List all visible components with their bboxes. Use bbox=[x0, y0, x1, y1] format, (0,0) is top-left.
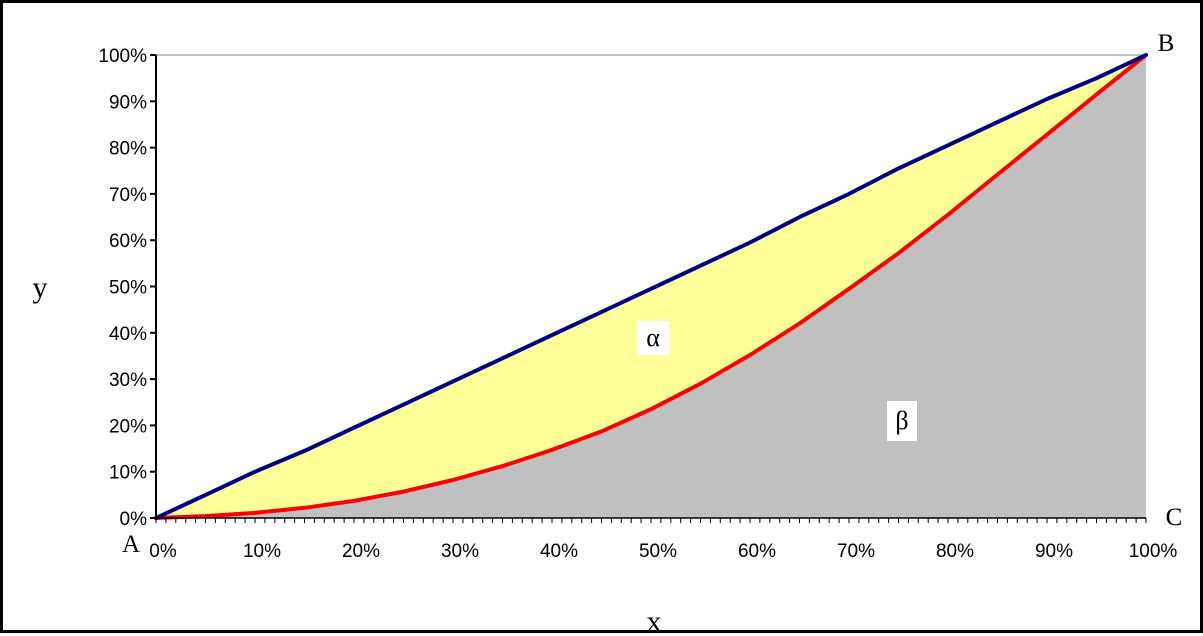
y-tick-label: 10% bbox=[109, 463, 147, 484]
y-tick-label: 30% bbox=[109, 370, 147, 391]
x-tick-label: 90% bbox=[1035, 541, 1073, 562]
corner-label-b: B bbox=[1158, 30, 1175, 57]
y-tick-label: 80% bbox=[109, 139, 147, 160]
alpha-region bbox=[156, 55, 1146, 518]
y-tick-label: 60% bbox=[109, 231, 147, 252]
corner-label-a: A bbox=[122, 531, 140, 558]
x-tick-label: 70% bbox=[837, 541, 875, 562]
beta-area-label: β bbox=[895, 406, 908, 435]
y-tick-label: 50% bbox=[109, 278, 147, 299]
x-axis-title: x bbox=[647, 605, 662, 636]
corner-label-c: C bbox=[1166, 504, 1183, 531]
alpha-label-box bbox=[637, 321, 669, 355]
y-tick-label: 40% bbox=[109, 324, 147, 345]
alpha-area-label: α bbox=[646, 323, 660, 352]
y-tick-label: 0% bbox=[120, 509, 148, 530]
x-tick-label: 100% bbox=[1129, 541, 1178, 562]
y-tick-label: 70% bbox=[109, 185, 147, 206]
x-tick-label: 0% bbox=[149, 541, 177, 562]
x-tick-label: 80% bbox=[936, 541, 974, 562]
y-tick-label: 20% bbox=[109, 416, 147, 437]
y-tick-label: 100% bbox=[98, 46, 147, 67]
upper-curve-line bbox=[154, 53, 1148, 520]
x-tick-label: 30% bbox=[441, 541, 479, 562]
y-axis-title: y bbox=[33, 271, 48, 304]
y-tick-label: 90% bbox=[109, 92, 147, 113]
x-tick-label: 50% bbox=[639, 541, 677, 562]
x-tick-label: 20% bbox=[342, 541, 380, 562]
x-tick-label: 10% bbox=[243, 541, 281, 562]
lorenz-chart: 0% 10% 20% 30% 40% 50% 60% 70% 80% 90% 100% 0% 10% 20… bbox=[33, 30, 1183, 636]
x-tick-label: 40% bbox=[540, 541, 578, 562]
lower-curve-line bbox=[154, 53, 1148, 520]
x-tick-label: 60% bbox=[738, 541, 776, 562]
beta-label-box bbox=[887, 401, 917, 441]
